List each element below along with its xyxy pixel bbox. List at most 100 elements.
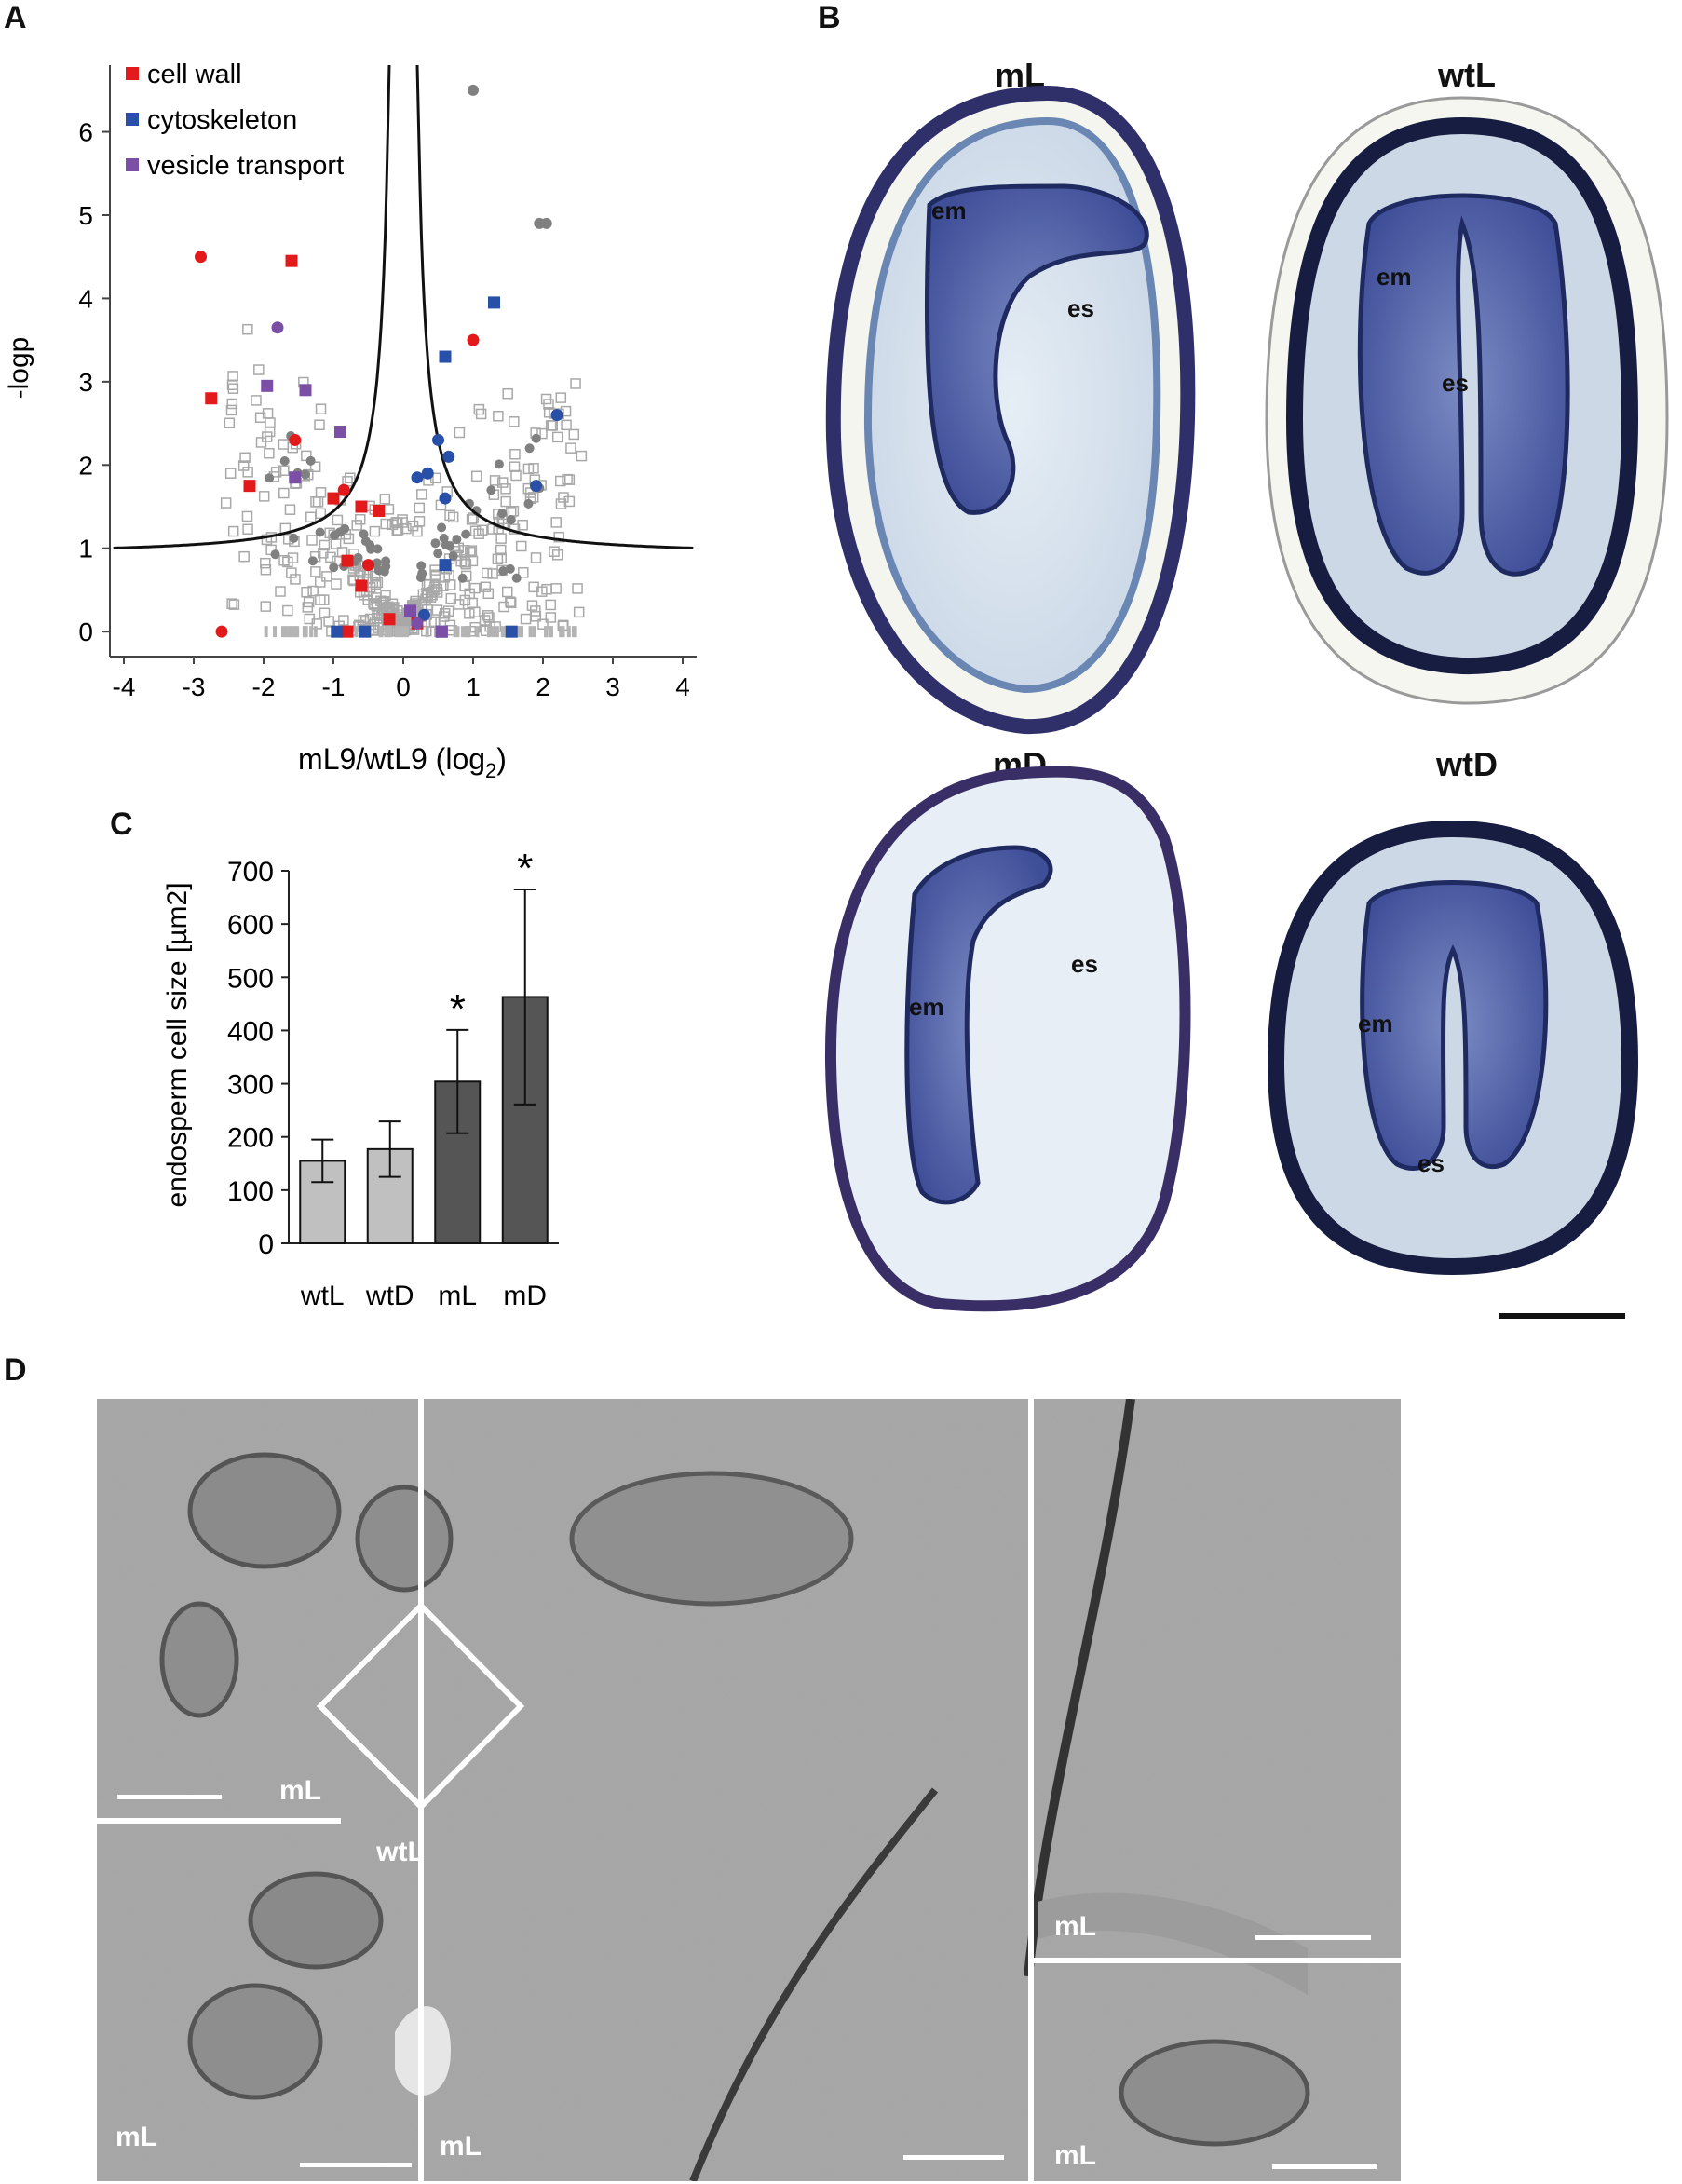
volcano-ylabel: -logp xyxy=(4,337,34,400)
volcano-point-top xyxy=(540,217,552,229)
scale-bar-micro-2 xyxy=(300,2163,412,2167)
micro-label-6: mL xyxy=(1054,2140,1096,2171)
volcano-point-cytoskeleton xyxy=(359,625,372,638)
volcano-point-cell-wall xyxy=(341,554,354,567)
volcano-xtick-label: -2 xyxy=(252,672,276,701)
label-em-wtl: em xyxy=(1377,263,1412,291)
scale-bar-micro-3 xyxy=(903,2155,1004,2160)
volcano-point-cytoskeleton xyxy=(331,625,344,638)
bar-category-label: mL xyxy=(438,1281,477,1311)
volcano-point-cytoskeleton xyxy=(411,471,424,484)
scale-bar-micro-1 xyxy=(117,1795,222,1799)
volcano-point-cytoskeleton xyxy=(442,450,455,463)
significance-curve-left xyxy=(113,64,391,549)
endosperm-bar-chart: 0 100 200 300 400 500 600 700 wtL wtD mL * mD * endos… xyxy=(162,846,559,1311)
bar-ytick-label: 700 xyxy=(227,857,274,888)
panel-letter-b: B xyxy=(818,0,841,35)
scale-bar-micro-5 xyxy=(1272,2164,1377,2169)
volcano-point-cell-wall xyxy=(373,504,386,517)
volcano-point-cytoskeleton xyxy=(550,409,563,422)
volcano-point-vesicle-transport xyxy=(435,625,448,638)
significance-curve-right xyxy=(415,64,694,549)
label-em-ml: em xyxy=(931,197,967,224)
seed-sections-figure: em es em es em es em es xyxy=(824,85,1669,1319)
volcano-point-cytoskeleton xyxy=(432,433,444,446)
label-es-wtl: es xyxy=(1442,369,1469,397)
volcano-xtick-label: -4 xyxy=(113,672,136,701)
section-image-md: em es xyxy=(824,766,1191,1312)
micro-label-3: mL xyxy=(115,2122,157,2152)
panel-letter-a: A xyxy=(4,0,27,35)
micro-label-1: mL xyxy=(279,1775,321,1806)
bar-ytick-label: 100 xyxy=(227,1176,274,1207)
section-title-wtl: wtL xyxy=(1438,56,1496,94)
bar-ytick-label: 500 xyxy=(227,963,274,994)
label-em-md: em xyxy=(909,993,944,1021)
significance-asterisk: * xyxy=(450,986,466,1032)
volcano-point-vesicle-transport xyxy=(299,384,312,397)
tem-micrograph-figure: mL wtL mL mL mL mL xyxy=(97,1399,1401,2181)
volcano-point-cell-wall xyxy=(355,579,368,592)
bar-ytick-label: 600 xyxy=(227,910,274,941)
volcano-point-cytoskeleton xyxy=(439,492,452,505)
volcano-point-cytoskeleton xyxy=(418,608,430,621)
volcano-point-vesicle-transport xyxy=(271,321,284,334)
label-em-wtd: em xyxy=(1358,1010,1393,1038)
panel-letter-d: D xyxy=(4,1352,27,1388)
volcano-xtick-label: 4 xyxy=(675,672,690,701)
volcano-point-vesicle-transport xyxy=(404,604,416,617)
bar-ytick-label: 200 xyxy=(227,1123,274,1154)
panel-letter-c: C xyxy=(110,807,133,842)
volcano-point-cell-wall xyxy=(289,433,302,446)
scale-bar-micro-4 xyxy=(1255,1935,1371,1940)
bar-category-label: mD xyxy=(503,1281,547,1311)
volcano-point-cell-wall xyxy=(285,254,298,267)
volcano-legend: cell wall cytoskeleton vesicle transport xyxy=(126,60,344,181)
section-title-wtd: wtD xyxy=(1436,745,1498,783)
legend-swatch-vesicle-transport xyxy=(126,158,139,171)
bar-category-label: wtL xyxy=(300,1281,345,1311)
volcano-xtick-label: -1 xyxy=(322,672,346,701)
bar-ylabel: endosperm cell size [µm2] xyxy=(162,882,193,1207)
volcano-ytick-label: 3 xyxy=(78,368,93,397)
section-image-wtl: em es xyxy=(1265,96,1669,705)
volcano-xtick-label: 1 xyxy=(466,672,481,701)
micro-label-4: mL xyxy=(440,2131,482,2162)
volcano-xtick-label: 3 xyxy=(605,672,620,701)
volcano-point-cytoskeleton xyxy=(530,480,542,493)
volcano-point-cell-wall xyxy=(243,480,256,493)
legend-swatch-cytoskeleton xyxy=(126,113,139,126)
volcano-point-cytoskeleton xyxy=(505,625,518,638)
label-es-wtd: es xyxy=(1417,1149,1445,1177)
volcano-point-cytoskeleton xyxy=(488,296,500,309)
volcano-ytick-label: 6 xyxy=(78,118,93,147)
volcano-point-cell-wall xyxy=(215,625,228,638)
label-es-ml: es xyxy=(1067,294,1094,322)
volcano-xlabel: mL9/wtL9 (log2) xyxy=(298,742,507,782)
volcano-xtick-label: 0 xyxy=(396,672,411,701)
volcano-point-vesicle-transport xyxy=(334,426,346,439)
volcano-point-cell-wall xyxy=(195,251,207,264)
micro-label-2: wtL xyxy=(375,1837,425,1867)
label-es-md: es xyxy=(1071,950,1098,978)
volcano-point-cell-wall xyxy=(205,392,218,405)
bar-ytick-label: 0 xyxy=(258,1229,274,1260)
bar-category-label: wtD xyxy=(365,1281,414,1311)
volcano-point-cell-wall xyxy=(467,333,480,346)
volcano-point-cytoskeleton xyxy=(421,467,434,480)
volcano-ytick-label: 4 xyxy=(78,284,93,313)
volcano-point-cytoskeleton xyxy=(439,559,452,572)
volcano-point-top xyxy=(468,84,479,96)
volcano-point-vesicle-transport xyxy=(411,617,424,630)
volcano-point-vesicle-transport xyxy=(261,379,274,392)
legend-swatch-cell-wall xyxy=(126,67,139,80)
section-image-wtd: em es xyxy=(1267,820,1639,1276)
volcano-point-cell-wall xyxy=(341,625,354,638)
volcano-ytick-label: 1 xyxy=(78,535,93,563)
volcano-ytick-label: 5 xyxy=(78,201,93,230)
bar-ytick-label: 300 xyxy=(227,1070,274,1101)
bar-ytick-label: 400 xyxy=(227,1016,274,1047)
volcano-ytick-label: 2 xyxy=(78,451,93,480)
legend-label-cytoskeleton: cytoskeleton xyxy=(147,105,297,135)
volcano-xtick-label: -3 xyxy=(183,672,206,701)
